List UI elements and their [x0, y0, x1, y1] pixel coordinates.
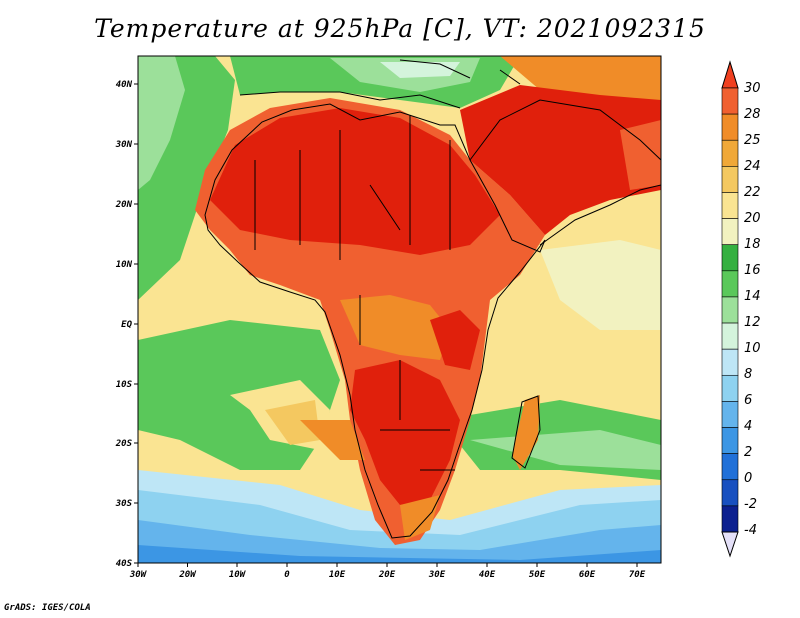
lon-label: 50E	[529, 570, 546, 580]
lat-label: 40N	[116, 80, 133, 90]
lat-label: 20N	[115, 200, 133, 210]
colorbar-swatch	[721, 427, 739, 454]
colorbar-label: 20	[744, 211, 761, 226]
colorbar-label: 8	[744, 367, 752, 382]
colorbar-bottom-triangle	[721, 531, 739, 558]
lon-label: 60E	[579, 570, 596, 580]
colorbar-label: 25	[744, 133, 761, 148]
colorbar-swatch	[721, 166, 739, 193]
colorbar-swatch	[721, 322, 739, 350]
colorbar-swatch	[721, 453, 739, 481]
lat-label: 30S	[115, 499, 133, 509]
credit-text: GrADS: IGES/COLA	[4, 603, 91, 613]
lon-label: 20W	[178, 570, 197, 580]
lon-label: 0	[284, 570, 290, 580]
colorbar-top-triangle	[721, 60, 739, 89]
colorbar-label: 22	[744, 185, 761, 200]
colorbar-label: -4	[744, 523, 757, 538]
colorbar-swatch	[721, 113, 739, 141]
colorbar-label: 18	[744, 237, 761, 252]
map-title: Temperature at 925hPa [C], VT: 202109231…	[94, 14, 706, 43]
colorbar-swatch	[721, 270, 739, 298]
colorbar-swatch	[721, 244, 739, 272]
lon-label: 40E	[479, 570, 496, 580]
lat-label: EQ	[121, 320, 132, 330]
lat-label: 30N	[115, 140, 133, 150]
lon-label: 10E	[329, 570, 346, 580]
colorbar-label: 24	[744, 159, 761, 174]
colorbar-label: 10	[744, 341, 761, 356]
lon-label: 30E	[428, 570, 446, 580]
colorbar-swatch	[721, 401, 739, 428]
lat-label: 10S	[116, 380, 133, 390]
colorbar-swatch	[721, 374, 739, 402]
lat-label: 10N	[116, 260, 133, 270]
lon-label: 30W	[129, 570, 148, 580]
colorbar-swatch	[721, 218, 739, 246]
colorbar-label: 28	[744, 107, 761, 122]
colorbar-label: -2	[744, 497, 757, 512]
map-frame	[137, 55, 662, 564]
colorbar-swatch	[721, 296, 739, 324]
lon-label: 10W	[229, 570, 247, 580]
colorbar: 30 28 25 24 22 20 18 16 14 12 10 8 6 4 2…	[721, 60, 761, 558]
lat-label: 40S	[116, 559, 133, 569]
lon-label: 70E	[629, 570, 646, 580]
colorbar-label: 2	[744, 445, 752, 460]
colorbar-swatch	[721, 505, 739, 533]
lat-axis: 40N 30N 20N 10N EQ 10S 20S 30S 40S	[115, 80, 138, 569]
colorbar-swatch	[721, 139, 739, 167]
map-field	[138, 56, 661, 563]
lon-axis: 30W 20W 10W 0 10E 20E 30E 40E 50E 60E 70…	[129, 563, 646, 580]
colorbar-label: 4	[744, 419, 752, 434]
colorbar-label: 14	[744, 289, 761, 304]
colorbar-label: 30	[744, 81, 761, 96]
coastlines	[204, 59, 661, 539]
lat-label: 20S	[115, 439, 133, 449]
colorbar-label: 12	[744, 315, 761, 330]
colorbar-swatch	[721, 479, 739, 507]
colorbar-label: 6	[744, 393, 752, 408]
colorbar-swatch	[721, 348, 739, 376]
colorbar-swatch	[721, 192, 739, 219]
colorbar-swatch	[721, 87, 739, 115]
colorbar-label: 16	[744, 263, 761, 278]
colorbar-label: 0	[744, 471, 752, 486]
lon-label: 20E	[378, 570, 396, 580]
